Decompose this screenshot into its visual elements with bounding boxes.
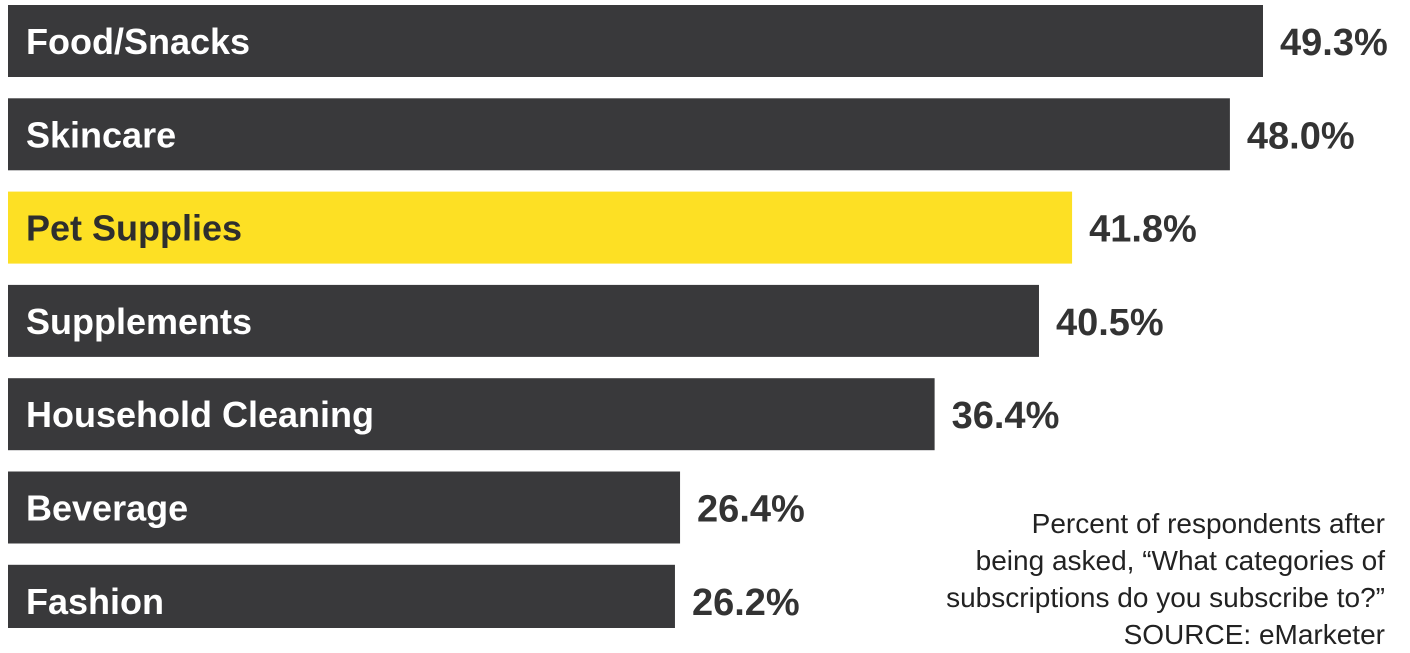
- category-label: Pet Supplies: [26, 208, 242, 249]
- bar-chart: Food/Snacks 49.3% Skincare 48.0% Pet Supplie…: [8, 5, 1388, 628]
- note-line-2: being asked, “What categories of: [975, 545, 1385, 576]
- bar-pet-supplies: [8, 191, 1073, 264]
- category-label: Beverage: [26, 488, 188, 529]
- category-label: Supplements: [26, 301, 252, 342]
- value-label: 26.4%: [697, 489, 805, 531]
- note-line-3: subscriptions do you subscribe to?”: [946, 582, 1385, 613]
- value-label: 40.5%: [1056, 302, 1164, 344]
- bar-supplements: [8, 284, 1039, 357]
- value-label: 49.3%: [1280, 22, 1388, 64]
- bar-fashion: [8, 564, 675, 628]
- category-label: Skincare: [26, 114, 176, 155]
- category-label: Household Cleaning: [26, 394, 374, 435]
- bar-food-snacks: [8, 5, 1263, 77]
- note-line-4: SOURCE: eMarketer: [1123, 619, 1385, 650]
- category-label: Food/Snacks: [26, 21, 250, 62]
- bar-household-cleaning: [8, 378, 935, 451]
- value-label: 36.4%: [952, 395, 1060, 437]
- bar-skincare: [8, 98, 1230, 171]
- value-label: 26.2%: [692, 582, 800, 624]
- bar-beverage: [8, 471, 681, 544]
- chart-note: Percent of respondents after being asked…: [825, 505, 1385, 653]
- note-line-1: Percent of respondents after: [1031, 508, 1385, 539]
- value-label: 41.8%: [1089, 209, 1197, 251]
- value-label: 48.0%: [1247, 115, 1355, 157]
- category-label: Fashion: [26, 581, 164, 622]
